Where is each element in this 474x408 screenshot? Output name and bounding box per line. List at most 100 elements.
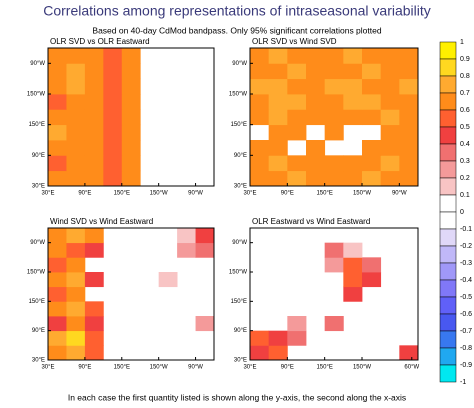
- heat-cell: [324, 170, 344, 187]
- heat-cell: [362, 272, 382, 288]
- heat-cell: [268, 140, 288, 156]
- colorbar-tick-label: -1: [460, 379, 466, 386]
- heat-cell: [103, 124, 123, 141]
- heat-cell: [84, 94, 104, 110]
- y-tick-label: 150°E: [231, 299, 247, 305]
- heat-cell: [250, 170, 270, 187]
- heat-cell: [48, 286, 67, 302]
- heat-cell: [48, 48, 67, 64]
- colorbar-tick-label: 0.6: [460, 107, 470, 114]
- heat-cell: [343, 257, 363, 273]
- colorbar-swatch: [439, 262, 457, 281]
- heat-cell: [399, 63, 419, 80]
- heat-cell: [121, 109, 141, 126]
- heat-cell: [268, 63, 288, 80]
- colorbar-tick-label: -0.1: [460, 226, 472, 233]
- colorbar-tick-label: -0.8: [460, 345, 472, 352]
- heat-cell: [306, 155, 326, 172]
- heat-cell: [343, 63, 363, 80]
- heat-cell: [48, 124, 67, 141]
- heat-cell: [324, 63, 344, 80]
- colorbar-swatch: [439, 364, 457, 383]
- x-tick-label: 90°E: [78, 365, 91, 371]
- heat-cell: [362, 78, 382, 95]
- colorbar-tick-label: -0.4: [460, 277, 472, 284]
- colorbar-tick-label: 0.3: [460, 158, 470, 165]
- heat-cell: [362, 140, 382, 156]
- heat-cell: [324, 242, 344, 258]
- heat-cell: [66, 345, 86, 361]
- x-tick-label: 150°W: [150, 365, 168, 371]
- heat-cell: [250, 109, 270, 126]
- heat-cell: [324, 124, 344, 141]
- heat-cell: [48, 330, 67, 346]
- heat-cell: [250, 155, 270, 172]
- heat-cell: [324, 94, 344, 110]
- colorbar-tick-label: 0: [460, 209, 464, 216]
- heat-cell: [48, 228, 67, 244]
- heat-cell: [84, 228, 104, 244]
- heat-cell: [399, 170, 419, 187]
- heat-cell: [380, 63, 400, 80]
- heat-cell: [399, 345, 419, 361]
- colorbar-swatch: [439, 279, 457, 298]
- heat-cell: [121, 78, 141, 95]
- heat-cell: [103, 94, 123, 110]
- heat-cell: [48, 345, 67, 361]
- panel-title: OLR SVD vs OLR Eastward: [50, 37, 150, 46]
- heat-cell: [287, 155, 307, 172]
- plot-frame: [249, 227, 419, 361]
- heat-cell: [103, 170, 123, 187]
- heat-cell: [66, 155, 86, 172]
- y-tick-label: 90°W: [30, 240, 45, 246]
- heat-cell: [84, 140, 104, 156]
- x-tick-label: 90°W: [188, 365, 203, 371]
- heat-cell: [287, 48, 307, 64]
- heat-cell: [306, 140, 326, 156]
- heat-cell: [66, 63, 86, 80]
- heat-cell: [121, 140, 141, 156]
- heat-cell: [48, 78, 67, 95]
- y-tick-label: 30°E: [32, 184, 45, 190]
- y-tick-label: 90°E: [234, 328, 247, 334]
- heat-cell: [158, 272, 178, 288]
- plot-frame: [249, 47, 419, 187]
- heat-cell: [268, 109, 288, 126]
- heat-cell: [343, 170, 363, 187]
- heat-cell: [306, 78, 326, 95]
- heat-cell: [324, 109, 344, 126]
- y-tick-label: 150°W: [229, 92, 247, 98]
- x-tick-label: 90°W: [392, 191, 407, 197]
- heat-cell: [250, 94, 270, 110]
- heat-cell: [103, 63, 123, 80]
- heat-cell: [268, 330, 288, 346]
- heat-cell: [362, 257, 382, 273]
- heat-cell: [121, 48, 141, 64]
- heat-cell: [121, 170, 141, 187]
- heat-cell: [84, 124, 104, 141]
- x-tick-label: 150°E: [114, 191, 130, 197]
- heat-cell: [121, 155, 141, 172]
- colorbar-tick-label: -0.7: [460, 328, 472, 335]
- heat-cell: [121, 94, 141, 110]
- colorbar-swatch: [439, 177, 457, 196]
- heat-cell: [66, 257, 86, 273]
- heat-cell: [250, 48, 270, 64]
- heat-cell: [324, 257, 344, 273]
- heat-cell: [48, 109, 67, 126]
- heat-cell: [343, 94, 363, 110]
- heat-cell: [84, 330, 104, 346]
- heat-cell: [48, 301, 67, 317]
- figure-subtitle: Based on 40-day CdMod bandpass. Only 95%…: [92, 25, 381, 35]
- heat-cell: [66, 109, 86, 126]
- colorbar-swatch: [439, 126, 457, 145]
- heat-cell: [103, 140, 123, 156]
- colorbar-swatch: [439, 41, 457, 60]
- y-tick-label: 90°E: [234, 153, 247, 159]
- heat-cell: [287, 170, 307, 187]
- heat-cell: [48, 94, 67, 110]
- heat-cell: [399, 78, 419, 95]
- x-tick-label: 150°E: [316, 191, 332, 197]
- plot-frame: [47, 47, 215, 187]
